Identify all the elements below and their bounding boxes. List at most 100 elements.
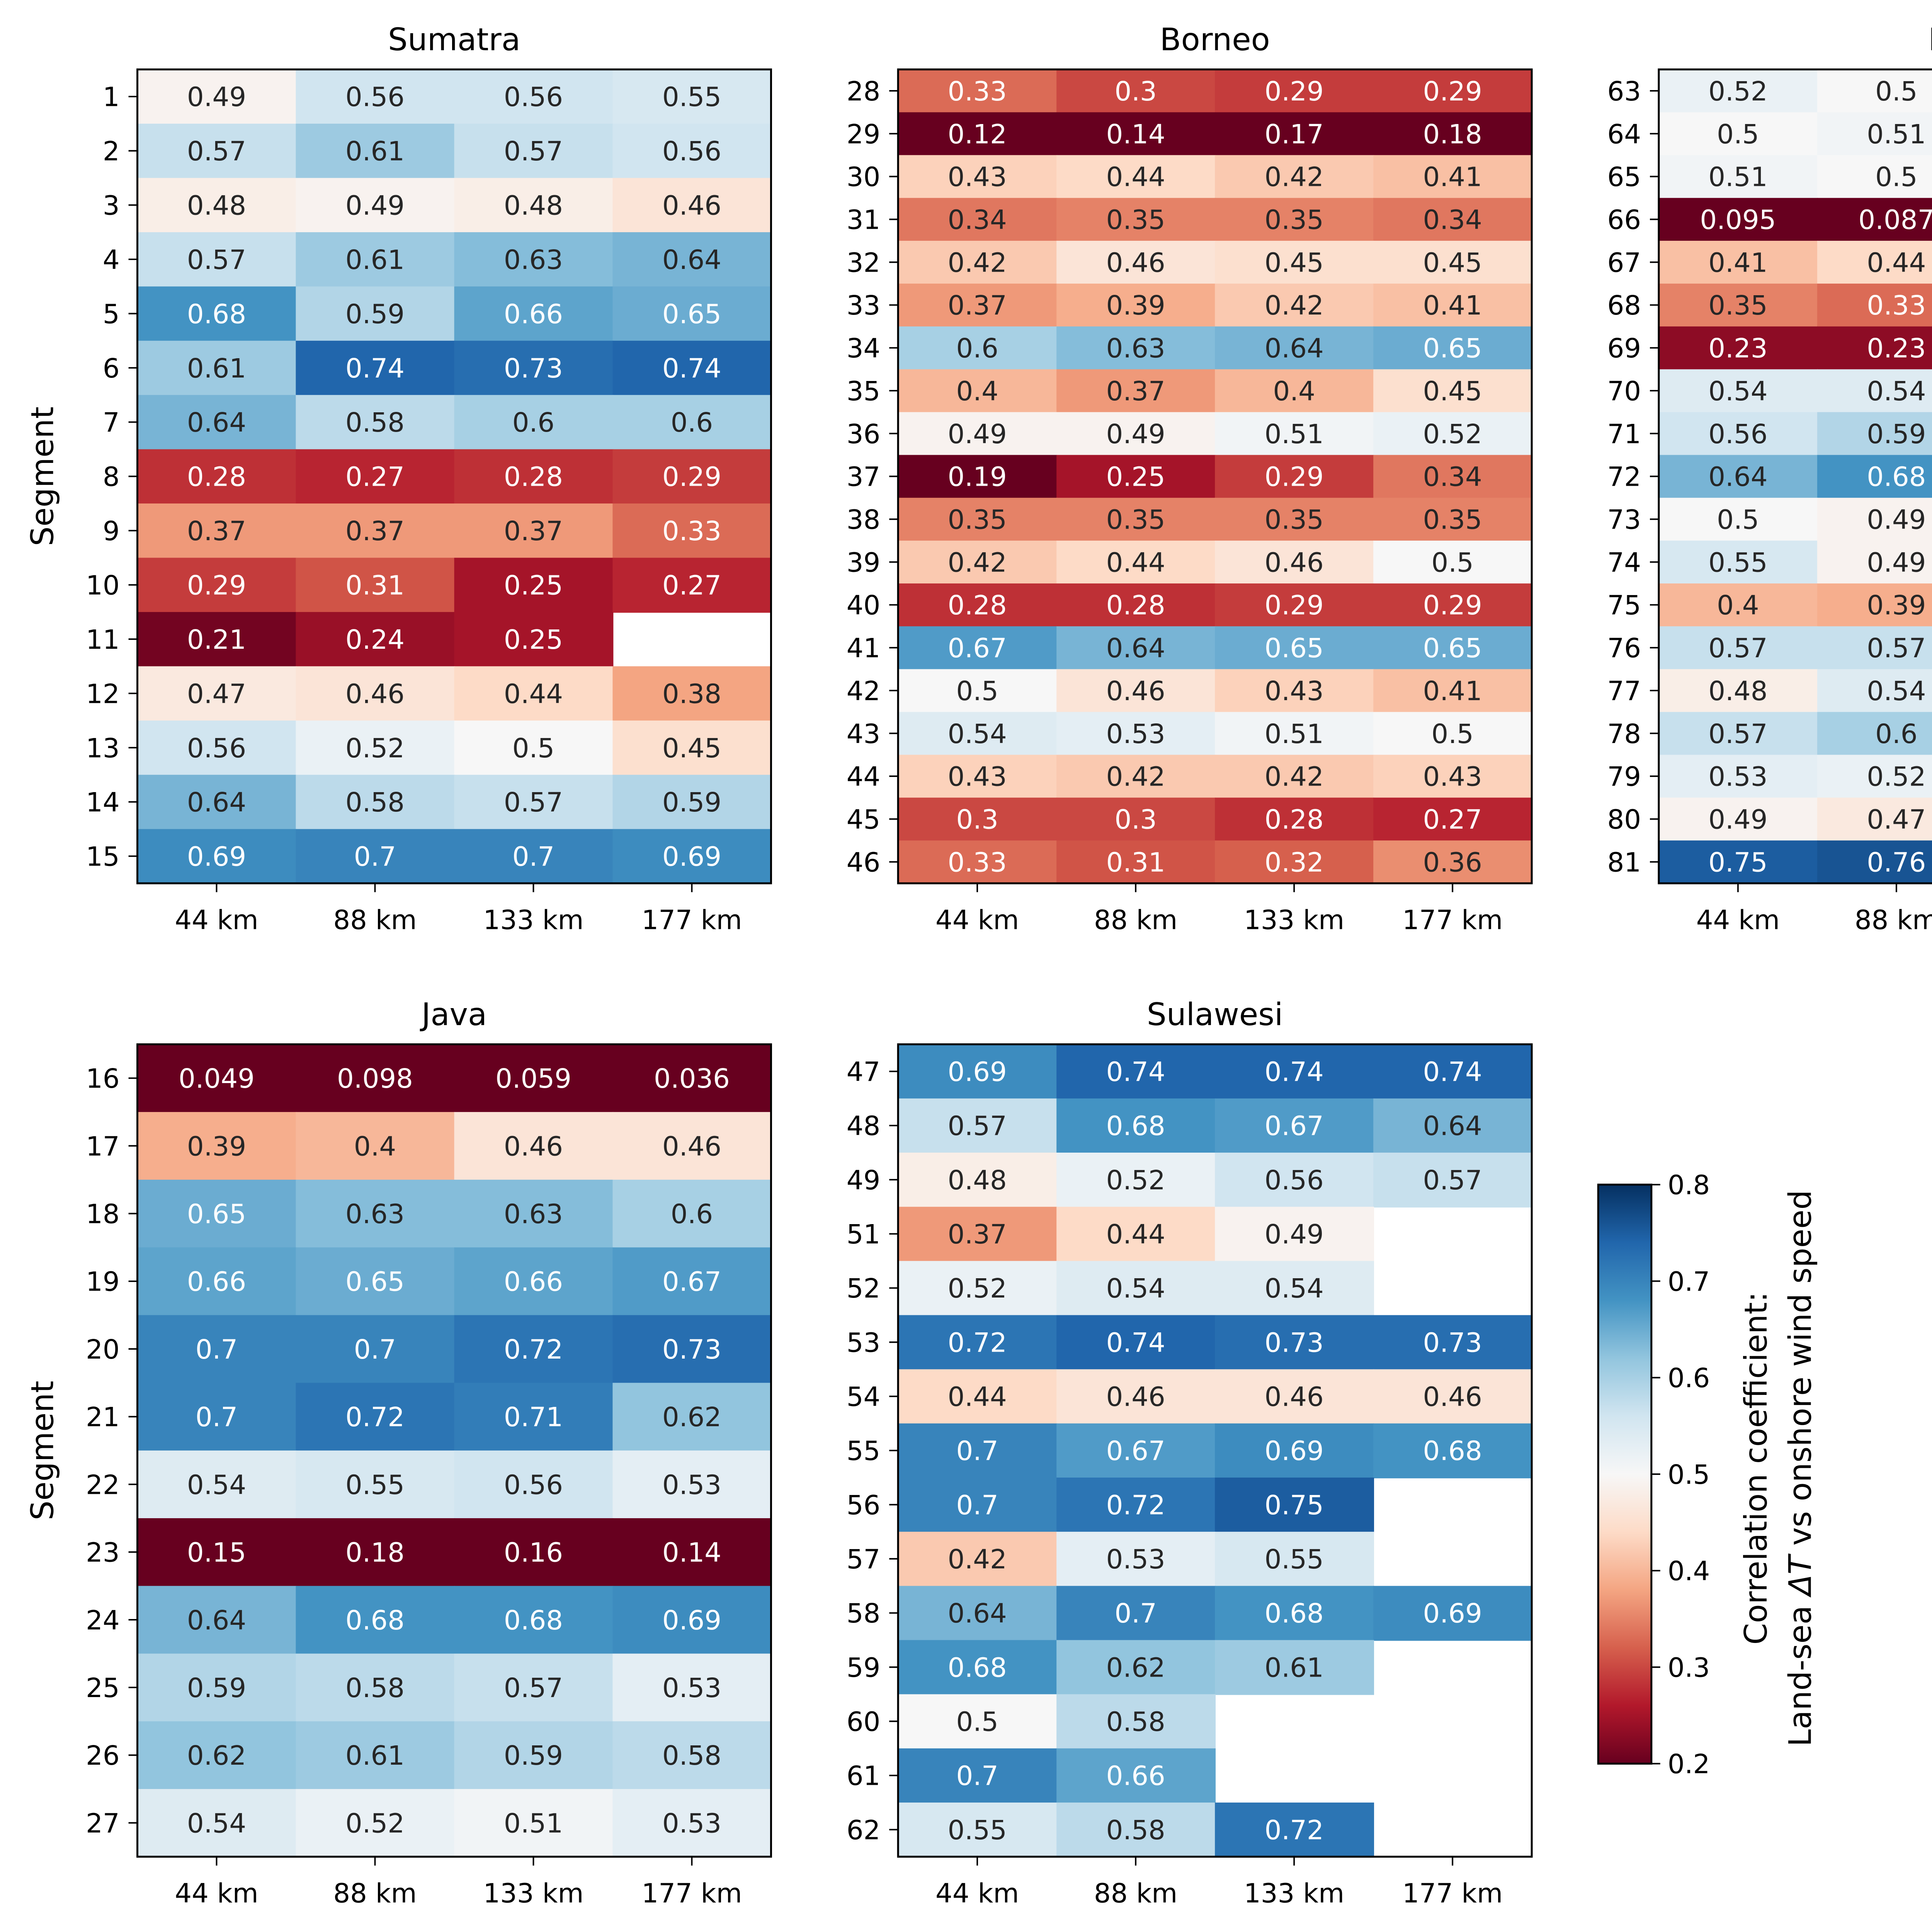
heatmap-cell <box>296 1586 455 1655</box>
heatmap-cell <box>1658 755 1818 799</box>
heatmap-cell <box>1373 1586 1533 1641</box>
heatmap-cell <box>1056 498 1216 542</box>
heatmap-cell <box>1056 840 1216 884</box>
cell-value-label: 0.58 <box>345 1673 405 1704</box>
heatmap-cell <box>1817 69 1932 113</box>
heatmap-cell <box>898 840 1058 884</box>
heatmap-cell <box>296 1383 455 1451</box>
heatmap-cell <box>612 340 772 396</box>
heatmap-cell <box>1215 241 1374 284</box>
cell-value-label: 0.35 <box>1423 505 1482 536</box>
y-tick-label: 8 <box>103 462 120 493</box>
cell-value-label: 0.48 <box>187 190 246 221</box>
x-tick-label: 133 km <box>1244 1878 1344 1909</box>
cell-value-label: 0.61 <box>345 1740 405 1771</box>
cell-value-label: 0.34 <box>948 205 1007 236</box>
heatmap-cell <box>454 612 614 667</box>
cell-value-label: 0.27 <box>662 570 721 601</box>
cell-value-label: 0.32 <box>1265 847 1324 878</box>
y-tick-label: 21 <box>86 1402 120 1433</box>
cell-value-label: 0.45 <box>1423 247 1482 278</box>
heatmap-cell <box>1056 1098 1216 1153</box>
cell-value-label: 0.55 <box>1708 547 1767 578</box>
panel-papua: Papua0.520.50.520.50.50.510.530.520.510.… <box>1607 21 1932 935</box>
heatmap-cell <box>296 340 455 396</box>
heatmap-cell <box>1817 155 1932 199</box>
axes-frame <box>897 68 1533 884</box>
heatmap-cell <box>1658 712 1818 756</box>
cell-value-label: 0.55 <box>662 82 721 113</box>
heatmap-cell <box>612 1789 772 1858</box>
cell-value-label: 0.46 <box>1106 1382 1165 1413</box>
y-tick-label: 25 <box>86 1673 120 1704</box>
heatmap-cell <box>1373 840 1533 884</box>
axes-frame <box>897 1043 1533 1858</box>
cell-value-label: 0.62 <box>1106 1652 1165 1683</box>
y-tick-label: 36 <box>847 419 881 450</box>
cell-value-label: 0.68 <box>504 1605 563 1636</box>
cell-value-label: 0.28 <box>187 462 246 493</box>
cell-value-label: 0.61 <box>345 245 405 276</box>
cell-value-label: 0.43 <box>1423 762 1482 793</box>
cell-value-label: 0.69 <box>662 1605 721 1636</box>
y-tick-label: 14 <box>86 787 120 818</box>
cell-value-label: 0.59 <box>662 787 721 818</box>
cell-value-label: 0.29 <box>1265 462 1324 493</box>
cell-value-label: 0.41 <box>1423 162 1482 193</box>
cell-value-label: 0.3 <box>1114 804 1156 835</box>
heatmap-cell <box>898 798 1058 842</box>
heatmap-cell <box>1658 455 1818 499</box>
heatmap-cell <box>454 1450 614 1519</box>
y-axis-label: Segment <box>24 1381 61 1520</box>
cell-value-label: 0.51 <box>1708 162 1767 193</box>
cell-value-label: 0.42 <box>1265 162 1324 193</box>
heatmap-cell <box>1373 283 1533 327</box>
cell-value-label: 0.67 <box>1106 1436 1165 1467</box>
heatmap-cell <box>898 669 1058 713</box>
cell-value-label: 0.42 <box>1265 290 1324 321</box>
cell-value-label: 0.45 <box>1423 376 1482 407</box>
cell-value-label: 0.44 <box>1106 547 1165 578</box>
heatmap-cell <box>137 1721 297 1790</box>
cell-value-label: 0.28 <box>504 462 563 493</box>
y-tick-label: 77 <box>1607 676 1641 707</box>
cell-value-label: 0.52 <box>1106 1165 1165 1196</box>
heatmap-cell <box>1373 1152 1533 1208</box>
cell-value-label: 0.52 <box>345 733 405 764</box>
cell-value-label: 0.049 <box>179 1063 255 1094</box>
cell-value-label: 0.25 <box>504 624 563 655</box>
heatmap-cell <box>137 503 297 559</box>
heatmap-cell <box>1215 1315 1374 1370</box>
heatmap-cell <box>1056 1261 1216 1316</box>
colorbar-bar <box>1597 1184 1653 1765</box>
heatmap-cell <box>898 1261 1058 1316</box>
cell-value-label: 0.56 <box>1708 419 1767 450</box>
heatmap-cell <box>1215 583 1374 627</box>
heatmap-cell <box>612 720 772 776</box>
heatmap-cell <box>612 1586 772 1655</box>
heatmap-cell <box>898 1532 1058 1587</box>
heatmap-cell <box>137 1383 297 1451</box>
y-tick-label: 27 <box>86 1808 120 1839</box>
heatmap-cell <box>898 112 1058 156</box>
y-tick-label: 56 <box>847 1490 881 1521</box>
y-tick-label: 60 <box>847 1707 881 1738</box>
cell-value-label: 0.66 <box>504 299 563 330</box>
cell-value-label: 0.5 <box>1875 76 1917 107</box>
heatmap-cell <box>898 1207 1058 1262</box>
cell-value-label: 0.67 <box>1265 1111 1324 1142</box>
y-tick-label: 31 <box>847 205 881 236</box>
cell-value-label: 0.49 <box>1867 547 1926 578</box>
cell-value-label: 0.44 <box>1106 162 1165 193</box>
cell-value-label: 0.55 <box>948 1815 1007 1846</box>
cell-value-label: 0.47 <box>187 679 246 709</box>
y-tick-label: 29 <box>847 119 881 150</box>
cell-value-label: 0.46 <box>662 190 721 221</box>
heatmap-cell <box>612 1721 772 1790</box>
x-tick-label: 44 km <box>935 905 1019 935</box>
cell-value-label: 0.74 <box>1106 1327 1165 1358</box>
cell-value-label: 0.33 <box>948 76 1007 107</box>
heatmap-cell <box>1817 755 1932 799</box>
y-tick-label: 11 <box>86 624 120 655</box>
